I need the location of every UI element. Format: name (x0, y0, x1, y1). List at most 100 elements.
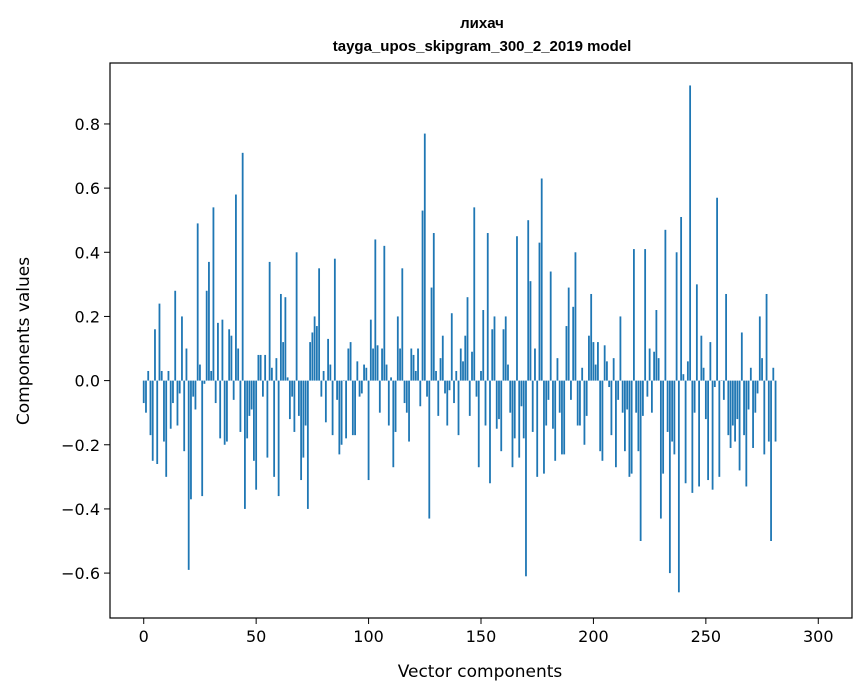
bar (522, 380, 525, 439)
bar (507, 364, 509, 381)
bar (306, 380, 309, 509)
bar (601, 380, 604, 461)
bar (673, 380, 676, 455)
bar (439, 358, 442, 381)
bar (392, 380, 395, 468)
bar (552, 380, 554, 429)
bar (603, 345, 606, 381)
y-tick-label: 0.2 (75, 307, 100, 326)
bar (345, 380, 347, 439)
bar (606, 361, 608, 381)
bar (599, 380, 602, 452)
bar (268, 261, 271, 381)
bar (558, 380, 561, 413)
bar (347, 348, 350, 381)
bar (291, 380, 294, 397)
bar (473, 207, 476, 381)
bar (752, 380, 754, 448)
bar (435, 370, 437, 381)
bar (689, 85, 692, 381)
bar (612, 358, 615, 381)
bar (419, 380, 422, 407)
bar (588, 335, 590, 381)
bar (513, 380, 516, 439)
bar (322, 370, 325, 381)
bar (563, 380, 566, 455)
bar (644, 249, 647, 381)
bar (230, 335, 233, 381)
x-tick-label: 0 (139, 627, 149, 646)
bar (145, 380, 147, 413)
bar (221, 319, 224, 381)
bar (390, 377, 392, 381)
bar (468, 380, 471, 416)
bar (412, 354, 415, 381)
y-tick-label: 0.6 (75, 179, 100, 198)
bar (360, 380, 363, 394)
bar (581, 367, 584, 381)
bar (610, 380, 613, 436)
bar (266, 380, 269, 458)
x-tick-label: 250 (691, 627, 722, 646)
bar (531, 380, 534, 432)
bar (704, 380, 707, 420)
bar (354, 380, 356, 436)
bar (257, 354, 260, 381)
bar (414, 370, 417, 381)
bar (561, 380, 563, 455)
bar (295, 252, 298, 381)
bar (448, 380, 451, 391)
bar (264, 354, 267, 381)
bar (244, 380, 246, 509)
bar (212, 207, 215, 381)
bar (754, 380, 757, 413)
bar (158, 303, 161, 381)
bar (369, 319, 372, 381)
bar (262, 380, 264, 397)
bar (329, 364, 332, 381)
bar (731, 380, 734, 426)
bar (695, 284, 698, 381)
bar (394, 380, 397, 432)
bar (740, 332, 743, 381)
bar (196, 223, 199, 381)
bar (248, 380, 251, 416)
bar (156, 380, 159, 465)
bar (367, 380, 370, 481)
bar (617, 380, 620, 400)
bar (282, 342, 285, 381)
bar (585, 380, 588, 416)
x-tick-label: 150 (466, 627, 497, 646)
bar (763, 380, 766, 455)
bar (504, 316, 507, 381)
bar (351, 380, 354, 436)
bar (693, 380, 696, 413)
bar (383, 245, 386, 381)
bar (707, 380, 709, 481)
plot-frame (109, 62, 853, 619)
bar (576, 380, 579, 426)
bar (691, 380, 694, 493)
bar (237, 348, 240, 381)
bar (464, 335, 467, 381)
bar (163, 380, 165, 442)
bar (399, 348, 401, 381)
bar (208, 261, 210, 381)
bar (160, 370, 163, 381)
bar (646, 380, 649, 397)
bar (192, 380, 195, 397)
bar (169, 380, 172, 429)
bar (761, 358, 763, 381)
bar (527, 220, 530, 381)
bar (489, 380, 491, 484)
bar (403, 380, 406, 404)
bar (459, 348, 462, 381)
bar (405, 380, 408, 413)
bar (592, 342, 595, 381)
bar (142, 380, 145, 404)
bar (210, 370, 213, 381)
y-tick-label: −0.4 (61, 500, 100, 519)
bar (185, 348, 188, 381)
bar (223, 380, 226, 445)
bar (253, 380, 255, 461)
